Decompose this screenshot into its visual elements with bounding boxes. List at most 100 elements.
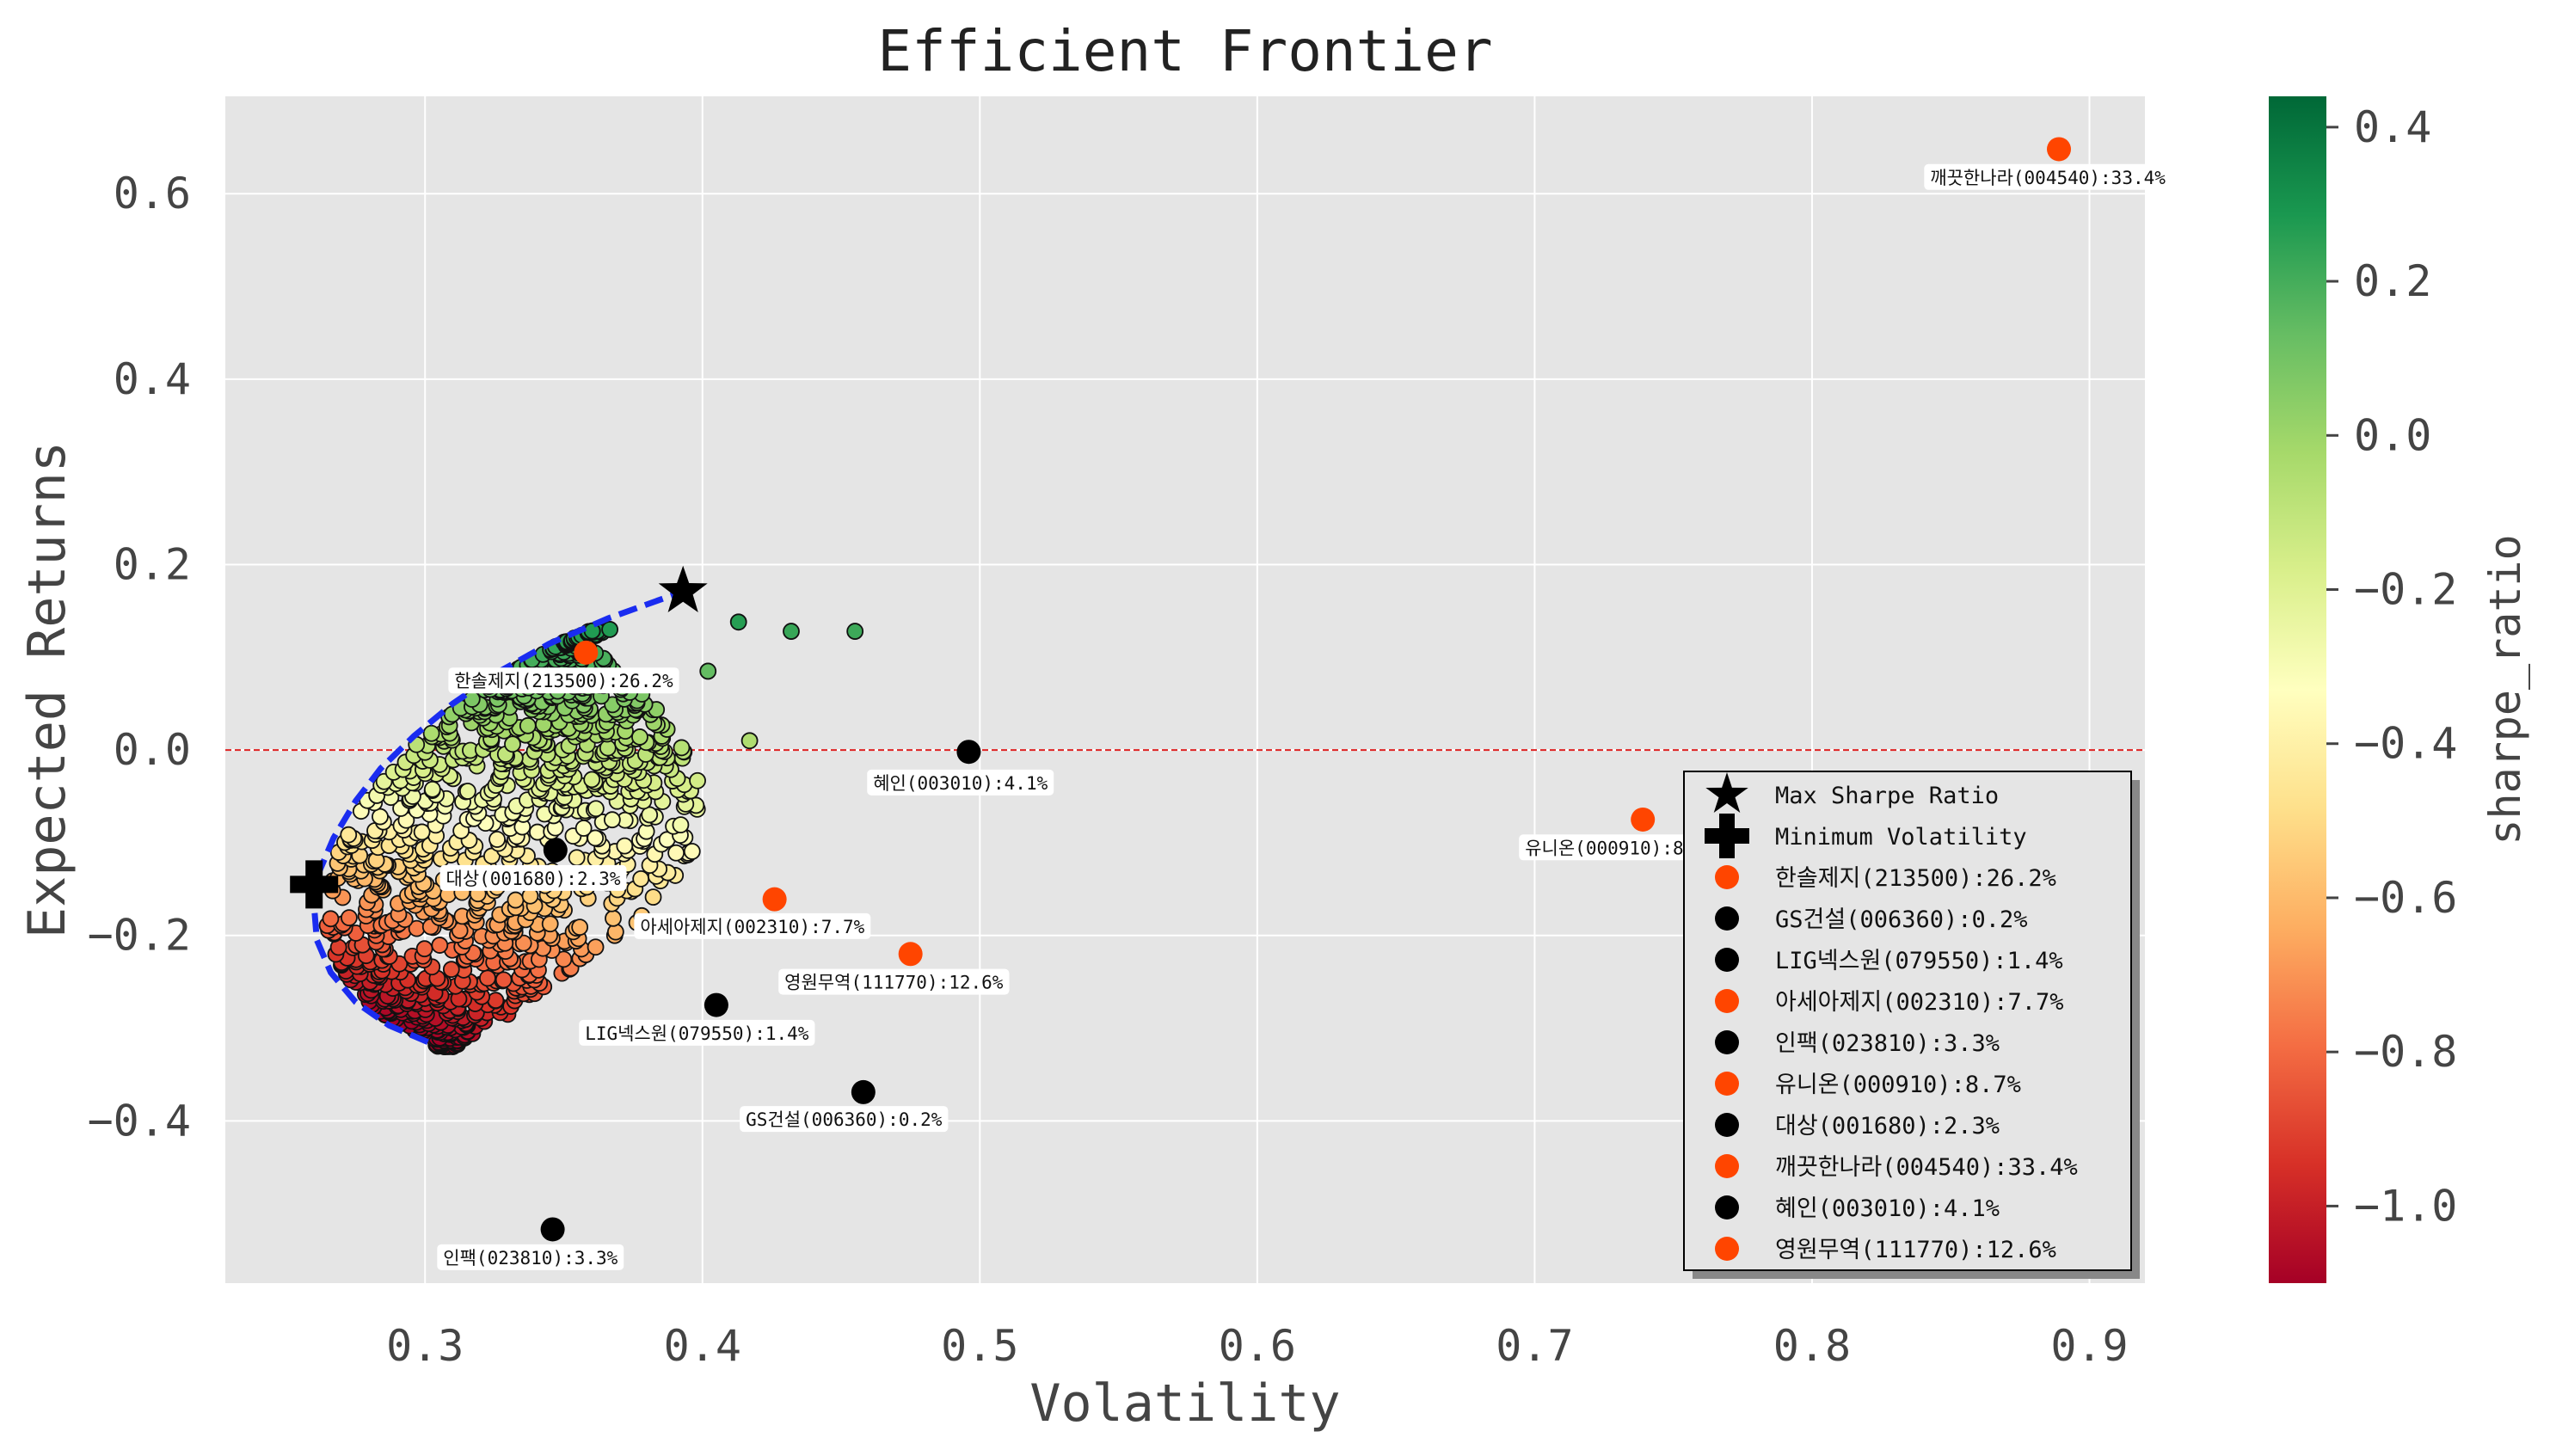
colorbar-tick-label: −0.4 xyxy=(2354,719,2457,769)
legend-marker xyxy=(1715,906,1739,931)
asset-annotation: 영원무역(111770):12.6% xyxy=(778,968,1010,995)
portfolio-point xyxy=(729,613,747,631)
legend-label: 인팩(023810):3.3% xyxy=(1775,1030,2000,1057)
portfolio-point xyxy=(568,849,586,867)
asset-annotation: 깨끗한나라(004540):33.4% xyxy=(1924,163,2172,190)
portfolio-point xyxy=(458,783,476,800)
portfolio-point xyxy=(740,732,759,750)
legend-label: 영원무역(111770):12.6% xyxy=(1775,1237,2056,1263)
legend-label: 아세아제지(002310):7.7% xyxy=(1775,989,2064,1016)
portfolio-point xyxy=(431,937,449,954)
portfolio-point xyxy=(603,811,621,829)
colorbar-label: sharpe_ratio xyxy=(2480,534,2530,845)
portfolio-point xyxy=(699,662,717,680)
portfolio-point xyxy=(605,909,622,927)
asset-annotation: 유니온(000910):8.7% xyxy=(1519,834,1723,861)
portfolio-point xyxy=(488,831,506,848)
colorbar-tick-label: 0.0 xyxy=(2354,410,2431,460)
legend-label: Max Sharpe Ratio xyxy=(1775,783,1999,809)
chart-title: Efficient Frontier xyxy=(877,18,1492,84)
legend-marker xyxy=(1715,1113,1739,1137)
asset-point xyxy=(574,640,599,665)
legend-label: 유니온(000910):8.7% xyxy=(1775,1072,2021,1098)
annotation-label: 혜인(003010):4.1% xyxy=(873,773,1048,794)
y-tick-label: −0.4 xyxy=(88,1096,191,1146)
colorbar xyxy=(2269,96,2326,1283)
colorbar-tick-label: −0.6 xyxy=(2354,873,2457,923)
annotation-label: 한솔제지(213500):26.2% xyxy=(454,671,673,691)
x-tick-label: 0.7 xyxy=(1496,1321,1573,1371)
legend-star-icon xyxy=(1705,772,1748,813)
portfolio-point xyxy=(783,623,800,640)
legend-marker xyxy=(1715,1237,1739,1261)
asset-annotations: 한솔제지(213500):26.2% 혜인(003010):4.1% 유니온(000… xyxy=(437,163,2172,1270)
legend-marker xyxy=(1715,989,1739,1013)
portfolio-point xyxy=(487,992,505,1010)
asset-annotation: 인팩(023810):3.3% xyxy=(437,1244,624,1270)
legend-marker xyxy=(1715,865,1739,889)
legend-label: Minimum Volatility xyxy=(1775,824,2027,851)
portfolio-point xyxy=(587,829,605,847)
annotation-label: 인팩(023810):3.3% xyxy=(443,1248,618,1269)
x-tick-label: 0.4 xyxy=(664,1321,741,1371)
asset-point xyxy=(543,838,568,863)
asset-annotation: LIG넥스원(079550):1.4% xyxy=(579,1019,815,1046)
portfolio-point xyxy=(415,940,433,958)
y-tick-label: 0.6 xyxy=(114,169,191,218)
x-tick-label: 0.9 xyxy=(2050,1321,2128,1371)
asset-annotation: 아세아제지(002310):7.7% xyxy=(634,912,871,939)
asset-point xyxy=(704,992,728,1017)
x-tick-label: 0.6 xyxy=(1219,1321,1296,1371)
legend-label: 대상(001680):2.3% xyxy=(1775,1113,2000,1140)
x-axis-ticks: 0.3 0.4 0.5 0.6 0.7 0.8 0.9 xyxy=(386,1321,2129,1371)
colorbar-tick-label: 0.2 xyxy=(2354,256,2431,306)
annotation-label: 영원무역(111770):12.6% xyxy=(784,973,1004,993)
x-tick-label: 0.8 xyxy=(1773,1321,1851,1371)
portfolio-point xyxy=(846,623,864,640)
y-tick-label: 0.0 xyxy=(114,725,191,775)
y-tick-label: 0.2 xyxy=(114,539,191,589)
portfolio-point xyxy=(644,888,662,906)
portfolio-point xyxy=(442,961,460,979)
portfolio-point xyxy=(689,771,706,789)
asset-point xyxy=(851,1079,876,1104)
colorbar-tick-label: −0.8 xyxy=(2354,1027,2457,1077)
asset-annotation: 한솔제지(213500):26.2% xyxy=(448,667,679,694)
annotation-box xyxy=(634,912,871,939)
x-tick-label: 0.3 xyxy=(386,1321,464,1371)
x-axis-label: Volatility xyxy=(1029,1373,1340,1434)
colorbar-tick-label: 0.4 xyxy=(2354,102,2431,152)
portfolio-point xyxy=(413,823,431,841)
legend-marker xyxy=(1715,1072,1739,1096)
portfolio-point xyxy=(583,771,601,789)
annotation-box xyxy=(439,864,627,891)
annotation-box xyxy=(867,769,1054,796)
efficient-frontier-line xyxy=(310,588,685,1045)
legend-marker xyxy=(1715,948,1739,972)
legend-label: 한솔제지(213500):26.2% xyxy=(1775,865,2056,892)
legend-label: 혜인(003010):4.1% xyxy=(1775,1195,2000,1222)
legend: Max Sharpe Ratio Minimum Volatility 한솔제지(2… xyxy=(1683,771,2140,1279)
legend-marker xyxy=(1715,1154,1739,1178)
portfolio-point xyxy=(479,969,496,987)
asset-points xyxy=(540,137,2072,1242)
y-tick-label: 0.4 xyxy=(114,354,191,404)
legend-plus-icon xyxy=(1705,814,1749,858)
annotation-label: 아세아제지(002310):7.7% xyxy=(640,917,864,937)
annotation-label: GS건설(006360):0.2% xyxy=(746,1109,943,1130)
portfolio-point xyxy=(504,735,521,753)
portfolio-point xyxy=(599,739,617,757)
legend-box xyxy=(1683,771,2132,1271)
portfolio-point xyxy=(322,910,340,928)
portfolio-point xyxy=(601,621,619,638)
colorbar-tick-label: −1.0 xyxy=(2354,1181,2457,1231)
y-axis-ticks: 0.6 0.4 0.2 0.0 −0.2 −0.4 xyxy=(88,169,191,1146)
annotation-box xyxy=(740,1106,949,1133)
annotation-box xyxy=(437,1244,624,1270)
annotation-box xyxy=(1519,834,1723,861)
portfolio-point xyxy=(587,938,605,956)
legend-marker xyxy=(1715,1030,1739,1054)
portfolio-point xyxy=(631,728,648,746)
asset-annotation: 대상(001680):2.3% xyxy=(439,864,627,891)
